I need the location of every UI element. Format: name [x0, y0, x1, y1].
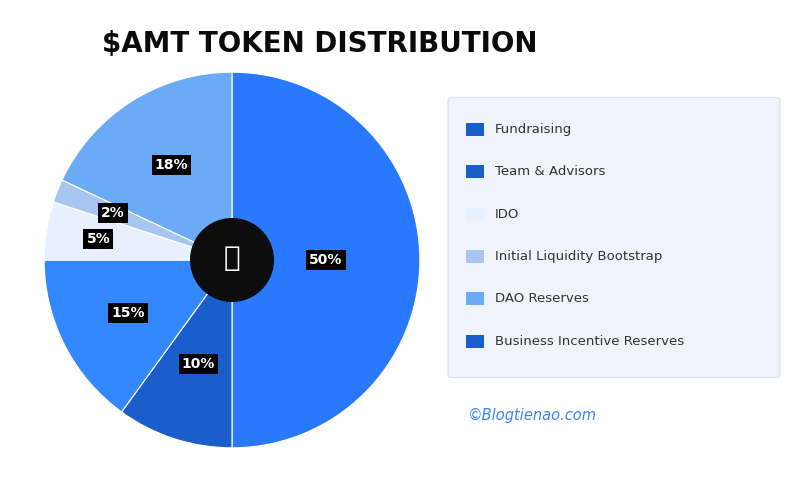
Text: $AMT TOKEN DISTRIBUTION: $AMT TOKEN DISTRIBUTION [102, 30, 538, 58]
Text: ©Blogtienao.com: ©Blogtienao.com [468, 408, 597, 422]
Text: 15%: 15% [111, 306, 145, 320]
Text: 2%: 2% [102, 206, 125, 220]
Text: Business Incentive Reserves: Business Incentive Reserves [495, 334, 684, 347]
Text: Fundraising: Fundraising [495, 123, 573, 136]
Text: Initial Liquidity Bootstrap: Initial Liquidity Bootstrap [495, 250, 662, 263]
Wedge shape [122, 260, 232, 448]
Text: IDO: IDO [495, 208, 519, 220]
Text: 18%: 18% [155, 158, 188, 172]
Text: 5%: 5% [86, 232, 110, 246]
Wedge shape [44, 260, 232, 412]
Text: 50%: 50% [310, 253, 342, 267]
Text: DAO Reserves: DAO Reserves [495, 292, 589, 306]
Text: 10%: 10% [182, 356, 215, 370]
Wedge shape [54, 180, 232, 260]
Circle shape [190, 218, 274, 302]
Wedge shape [232, 72, 420, 448]
Text: อ: อ [224, 244, 240, 272]
Text: Team & Advisors: Team & Advisors [495, 166, 606, 178]
Wedge shape [44, 202, 232, 260]
Wedge shape [62, 72, 232, 260]
